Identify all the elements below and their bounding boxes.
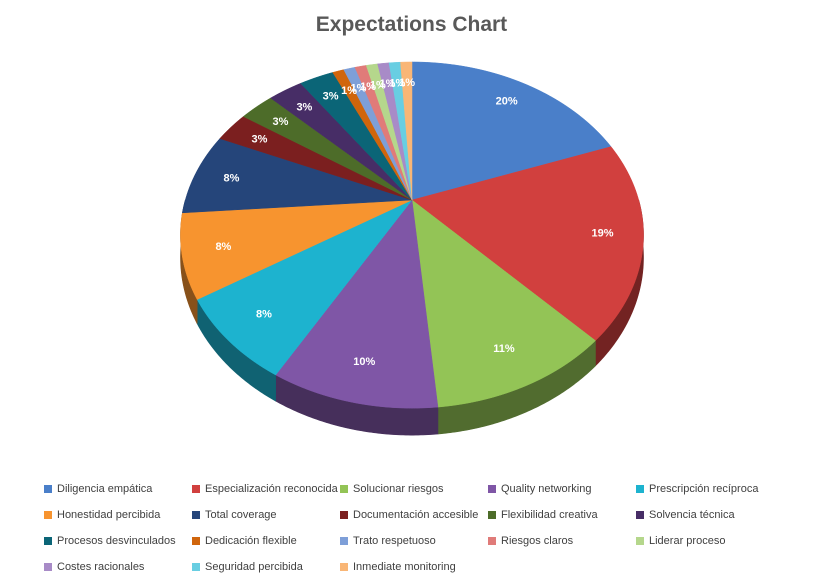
legend-swatch bbox=[340, 537, 348, 545]
legend-swatch bbox=[192, 537, 200, 545]
pie-slice-riesgos-claros bbox=[354, 65, 413, 201]
legend-item-inmediate-monitoring: Inmediate monitoring bbox=[340, 554, 488, 580]
pie-slice-procesos-desvinculados bbox=[300, 72, 413, 201]
legend-swatch bbox=[340, 511, 348, 519]
legend-label-riesgos-claros: Riesgos claros bbox=[501, 535, 574, 547]
legend: Diligencia empática Especialización recon… bbox=[44, 476, 784, 580]
data-label-procesos-desvinculados: 3% bbox=[323, 91, 339, 103]
legend-swatch bbox=[340, 485, 348, 493]
data-label-honestidad-percibida: 8% bbox=[215, 241, 231, 253]
legend-swatch bbox=[636, 511, 644, 519]
legend-swatch bbox=[192, 511, 200, 519]
legend-label-prescripcion-reciproca: Prescripción recíproca bbox=[649, 483, 759, 495]
legend-label-solucionar-riesgos: Solucionar riesgos bbox=[353, 483, 444, 495]
pie-slice-especializacion-reconocida bbox=[411, 146, 644, 341]
data-label-diligencia-empatica: 20% bbox=[496, 96, 518, 108]
legend-swatch bbox=[44, 485, 52, 493]
pie-slice-trato-respetuoso bbox=[343, 67, 413, 201]
legend-item-prescripcion-reciproca: Prescripción recíproca bbox=[636, 476, 784, 502]
pie-side-walls bbox=[180, 199, 644, 436]
legend-label-especializacion-reconocida: Especialización reconocida bbox=[205, 483, 338, 495]
pie-slice-diligencia-empatica bbox=[411, 61, 612, 201]
legend-swatch bbox=[340, 563, 348, 571]
legend-swatch bbox=[488, 511, 496, 519]
legend-label-flexibilidad-creativa: Flexibilidad creativa bbox=[501, 509, 598, 521]
legend-item-flexibilidad-creativa: Flexibilidad creativa bbox=[488, 502, 636, 528]
legend-label-costes-racionales: Costes racionales bbox=[57, 561, 145, 573]
legend-item-solvencia-tecnica: Solvencia técnica bbox=[636, 502, 784, 528]
chart-title: Expectations Chart bbox=[315, 13, 508, 36]
legend-label-liderar-proceso: Liderar proceso bbox=[649, 535, 726, 547]
data-label-solucionar-riesgos: 11% bbox=[493, 343, 515, 355]
data-label-total-coverage: 8% bbox=[224, 173, 240, 185]
legend-item-diligencia-empatica: Diligencia empática bbox=[44, 476, 192, 502]
pie-slice-flexibilidad-creativa bbox=[243, 97, 413, 201]
legend-item-liderar-proceso: Liderar proceso bbox=[636, 528, 784, 554]
legend-item-especializacion-reconocida: Especialización reconocida bbox=[192, 476, 340, 502]
data-label-quality-networking: 10% bbox=[353, 356, 375, 368]
legend-label-trato-respetuoso: Trato respetuoso bbox=[353, 535, 436, 547]
legend-label-seguridad-percibida: Seguridad percibida bbox=[205, 561, 303, 573]
pie-slice-costes-racionales bbox=[377, 62, 413, 201]
data-label-dedicacion-flexible: 1% bbox=[341, 85, 357, 97]
pie-slice-solvencia-tecnica bbox=[270, 83, 413, 201]
pie-slice-documentacion-accesible bbox=[219, 116, 413, 201]
legend-label-documentacion-accesible: Documentación accesible bbox=[353, 509, 479, 521]
pie-slice-inmediate-monitoring bbox=[400, 61, 413, 201]
legend-swatch bbox=[44, 511, 52, 519]
data-label-seguridad-percibida: 1% bbox=[389, 78, 405, 90]
legend-item-procesos-desvinculados: Procesos desvinculados bbox=[44, 528, 192, 554]
data-label-solvencia-tecnica: 3% bbox=[296, 102, 312, 114]
legend-item-total-coverage: Total coverage bbox=[192, 502, 340, 528]
legend-label-dedicacion-flexible: Dedicación flexible bbox=[205, 535, 297, 547]
pie-slice-solucionar-riesgos bbox=[411, 199, 596, 408]
legend-swatch bbox=[44, 563, 52, 571]
legend-swatch bbox=[636, 485, 644, 493]
pie-slice-liderar-proceso bbox=[365, 63, 413, 201]
data-label-liderar-proceso: 1% bbox=[370, 79, 386, 91]
data-label-costes-racionales: 1% bbox=[380, 78, 396, 90]
pie-slice-quality-networking bbox=[275, 199, 439, 409]
legend-item-documentacion-accesible: Documentación accesible bbox=[340, 502, 488, 528]
legend-label-quality-networking: Quality networking bbox=[501, 483, 592, 495]
data-label-trato-respetuoso: 1% bbox=[351, 83, 367, 95]
pie-chart: 20%19%11%10%8%8%8%3%3%3%3% 1%1%1%1%1%1%1% bbox=[180, 61, 644, 436]
legend-swatch bbox=[488, 537, 496, 545]
legend-label-solvencia-tecnica: Solvencia técnica bbox=[649, 509, 735, 521]
legend-swatch bbox=[44, 537, 52, 545]
legend-item-quality-networking: Quality networking bbox=[488, 476, 636, 502]
legend-item-honestidad-percibida: Honestidad percibida bbox=[44, 502, 192, 528]
legend-swatch bbox=[488, 485, 496, 493]
pie-slice-dedicacion-flexible bbox=[332, 69, 413, 201]
legend-swatch bbox=[192, 563, 200, 571]
data-label-flexibilidad-creativa: 3% bbox=[273, 116, 289, 128]
pie-slice-honestidad-percibida bbox=[180, 199, 413, 300]
legend-item-solucionar-riesgos: Solucionar riesgos bbox=[340, 476, 488, 502]
legend-label-diligencia-empatica: Diligencia empática bbox=[57, 483, 153, 495]
data-labels: 20%19%11%10%8%8%8%3%3%3%3% 1%1%1%1%1%1%1% bbox=[215, 77, 613, 368]
legend-item-costes-racionales: Costes racionales bbox=[44, 554, 192, 580]
legend-item-trato-respetuoso: Trato respetuoso bbox=[340, 528, 488, 554]
legend-label-total-coverage: Total coverage bbox=[205, 509, 277, 521]
data-label-inmediate-monitoring: 1% bbox=[399, 77, 415, 89]
legend-swatch bbox=[636, 537, 644, 545]
legend-label-procesos-desvinculados: Procesos desvinculados bbox=[57, 535, 176, 547]
legend-item-riesgos-claros: Riesgos claros bbox=[488, 528, 636, 554]
data-label-documentacion-accesible: 3% bbox=[252, 134, 268, 146]
legend-item-dedicacion-flexible: Dedicación flexible bbox=[192, 528, 340, 554]
data-label-prescripcion-reciproca: 8% bbox=[256, 308, 272, 320]
legend-label-inmediate-monitoring: Inmediate monitoring bbox=[353, 561, 456, 573]
pie-slice-seguridad-percibida bbox=[388, 61, 413, 201]
legend-item-seguridad-percibida: Seguridad percibida bbox=[192, 554, 340, 580]
legend-swatch bbox=[192, 485, 200, 493]
legend-label-honestidad-percibida: Honestidad percibida bbox=[57, 509, 161, 521]
data-label-especializacion-reconocida: 19% bbox=[591, 228, 613, 240]
pie-slice-prescripcion-reciproca bbox=[196, 199, 413, 376]
pie-slice-total-coverage bbox=[182, 138, 413, 214]
data-label-riesgos-claros: 1% bbox=[360, 81, 376, 93]
pie-slices bbox=[180, 61, 644, 409]
